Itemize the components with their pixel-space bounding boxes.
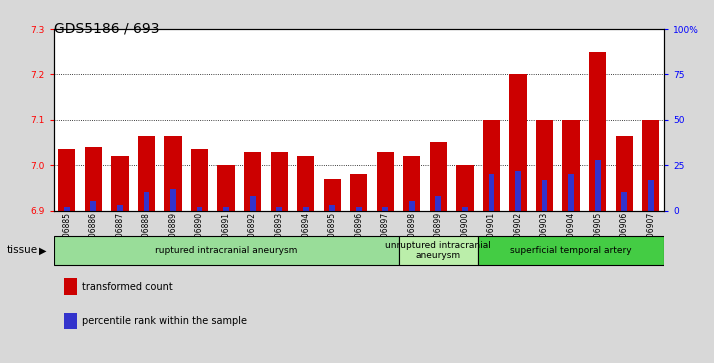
Text: superficial temporal artery: superficial temporal artery [511,246,632,255]
Bar [515,171,521,211]
Bar [54,236,398,265]
Bar [218,165,235,211]
Bar [64,207,70,211]
Bar [144,192,149,211]
Bar [191,149,208,211]
Bar [117,205,123,211]
Bar [648,180,654,211]
Bar [91,201,96,211]
Bar [488,174,494,211]
Text: ▶: ▶ [39,245,47,256]
Bar [196,207,203,211]
Bar [383,207,388,211]
Bar [509,74,527,211]
Bar [85,147,102,211]
Text: unruptured intracranial
aneurysm: unruptured intracranial aneurysm [386,241,491,260]
Bar [138,136,155,211]
Bar [350,174,368,211]
Bar [615,136,633,211]
Bar [356,207,362,211]
Text: percentile rank within the sample: percentile rank within the sample [82,316,247,326]
Bar [595,160,600,211]
Bar [536,120,553,211]
Bar [164,136,181,211]
Bar [323,179,341,211]
Bar [250,196,256,211]
Bar [170,189,176,211]
Bar [244,151,261,211]
Bar [377,151,394,211]
Bar [59,149,76,211]
Bar [223,207,229,211]
Bar [436,196,441,211]
Bar [621,192,627,211]
Bar [409,201,415,211]
Text: tissue: tissue [7,245,39,256]
Bar [403,156,421,211]
Bar [542,180,548,211]
Bar [111,156,129,211]
Bar [642,120,659,211]
Bar [589,52,606,211]
Text: ruptured intracranial aneurysm: ruptured intracranial aneurysm [155,246,297,255]
Bar [303,207,308,211]
Text: transformed count: transformed count [82,282,173,292]
Bar [329,205,335,211]
Bar [297,156,314,211]
Bar [271,151,288,211]
Bar [456,165,473,211]
Bar [430,143,447,211]
Bar [483,120,500,211]
Text: GDS5186 / 693: GDS5186 / 693 [54,22,159,36]
Bar [563,120,580,211]
Bar [568,174,574,211]
Bar [398,236,478,265]
Bar [462,207,468,211]
Bar [276,207,282,211]
Bar [478,236,664,265]
